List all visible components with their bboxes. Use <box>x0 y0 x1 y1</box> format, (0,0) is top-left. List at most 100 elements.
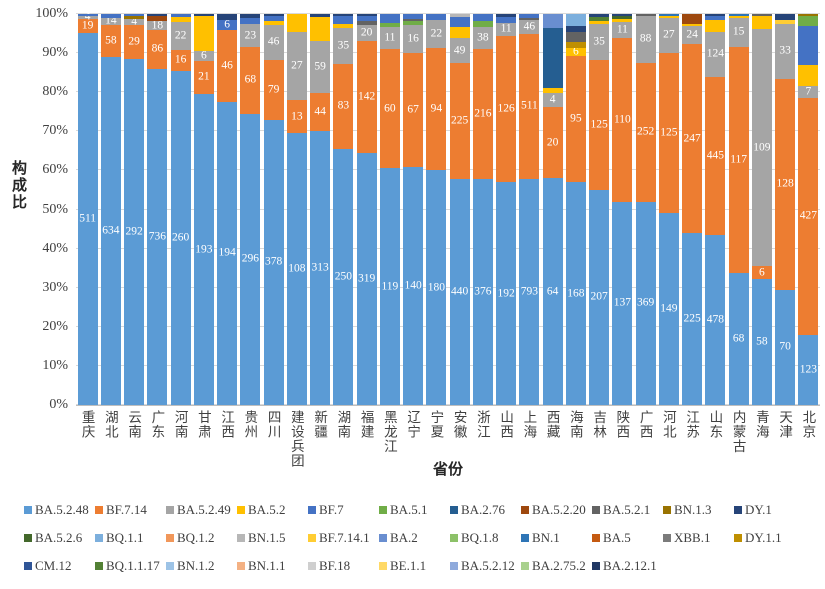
bar-segment-BA.5.2.6 <box>612 16 633 19</box>
bar-segment-DY.1 <box>612 14 633 17</box>
gridline <box>76 52 820 54</box>
bar-segment-BA.5.2.48: 70 <box>775 289 796 405</box>
segment-value-label: 79 <box>267 83 280 96</box>
bar-segment-BA.5.2 <box>333 24 354 29</box>
legend-swatch-icon <box>521 534 529 542</box>
bar-segment-BF.7.14: 511 <box>519 33 540 180</box>
segment-value-label: 60 <box>384 102 396 115</box>
segment-value-label: 29 <box>128 35 140 48</box>
segment-value-label: 260 <box>172 231 190 244</box>
legend-swatch-icon <box>379 534 387 542</box>
x-tick-label-上海: 上海 <box>521 410 537 439</box>
segment-value-label: 149 <box>660 302 678 315</box>
segment-value-label: 46 <box>221 59 233 72</box>
segment-value-label: 193 <box>195 243 213 256</box>
bar-河南: 260 16 22 <box>170 14 191 405</box>
segment-value-label: 95 <box>570 112 582 125</box>
bar-segment-DY.1 <box>193 14 214 16</box>
legend-label: BF.18 <box>319 558 351 573</box>
y-tick-label: 90% <box>42 45 68 61</box>
bar-segment-BA.5.2.49: 22 <box>426 19 447 49</box>
legend-item-BF.18: BF.18 <box>308 558 379 574</box>
legend-swatch-icon <box>379 562 387 570</box>
bar-segment-BA.5.2.49: 46 <box>519 20 540 34</box>
segment-value-label: 58 <box>105 34 117 47</box>
x-tick-label-黑龙江: 黑龙江 <box>381 410 397 454</box>
bar-segment-BA.5.2.48: 194 <box>217 101 238 405</box>
segment-value-label: 250 <box>334 270 352 283</box>
x-tick-label-浙江: 浙江 <box>474 410 490 439</box>
segment-value-label: 20 <box>360 26 373 39</box>
bar-segment-DY.1.1 <box>565 42 586 49</box>
segment-value-label: 86 <box>151 42 164 55</box>
y-axis-title: 构成比 <box>10 160 26 211</box>
bar-segment-DY.1 <box>705 14 726 16</box>
bar-湖北: 634 58 14 <box>100 14 121 405</box>
legend-item-BA.5.2.12: BA.5.2.12 <box>450 558 521 574</box>
bar-segment-BA.5.2.48: 260 <box>170 70 191 405</box>
bar-贵州: 296 68 23 <box>240 14 261 405</box>
legend-label: BF.7.14.1 <box>319 530 370 545</box>
bar-segment-BF.7 <box>170 14 191 18</box>
bar-segment-BA.5.2.49: 14 <box>100 15 121 27</box>
bar-segment-BA.5.2.48: 168 <box>565 182 586 405</box>
segment-value-label: 44 <box>314 105 326 118</box>
segment-value-label: 378 <box>265 255 283 268</box>
bar-segment-BA.5.2.48: 137 <box>612 201 633 405</box>
legend-label: BQ.1.2 <box>177 530 215 545</box>
x-tick-label-重庆: 重庆 <box>79 410 95 439</box>
bar-segment-BA.5.2.20 <box>147 15 168 22</box>
bar-辽宁: 140 67 16 <box>403 14 424 405</box>
legend-swatch-icon <box>592 506 600 514</box>
bar-segment-BF.7.14: 20 <box>542 107 563 179</box>
legend-swatch-icon <box>308 506 316 514</box>
legend-item-BN.1.2: BN.1.2 <box>166 558 237 574</box>
segment-value-label: 4 <box>84 10 91 23</box>
legend-swatch-icon <box>95 562 103 570</box>
bar-segment-BN.1.5 <box>449 14 470 18</box>
segment-value-label: 94 <box>430 102 443 115</box>
bar-segment-BA.5.2.49: 7 <box>798 86 819 99</box>
legend-label: BN.1.1 <box>248 558 286 573</box>
bar-segment-BA.5.2.48: 478 <box>705 234 726 405</box>
bar-安徽: 440 225 49 <box>449 14 470 405</box>
legend-swatch-icon <box>734 534 742 542</box>
bar-segment-BA.5.2.49: 59 <box>310 41 331 93</box>
bar-segment-DY.1 <box>263 14 284 17</box>
bar-segment-BA.5.2 <box>193 15 214 51</box>
legend-label: BA.5.2.1 <box>603 502 651 517</box>
legend-swatch-icon <box>166 506 174 514</box>
bar-segment-BA.5.2.48: 108 <box>286 133 307 405</box>
bar-segment-DY.1 <box>217 14 238 21</box>
bar-segment-DY.1 <box>356 14 377 17</box>
segment-value-label: 376 <box>474 285 492 298</box>
legend-label: BA.5.2.48 <box>35 502 89 517</box>
x-axis-line <box>76 405 820 406</box>
bar-segment-BA.5.2 <box>612 18 633 22</box>
bar-segment-BA.5.2.20 <box>682 14 703 24</box>
bar-segment-DY.1 <box>496 14 517 17</box>
bar-湖南: 250 83 35 <box>333 14 354 405</box>
bar-segment-BA.5.2 <box>705 19 726 33</box>
bar-江西: 194 46 6 <box>217 14 238 405</box>
bar-segment-BF.7.14: 95 <box>565 56 586 183</box>
bar-segment-BF.7.14: 21 <box>193 60 214 95</box>
segment-value-label: 194 <box>218 246 236 259</box>
bar-segment-BA.5.2 <box>798 64 819 87</box>
x-tick-label-贵州: 贵州 <box>242 410 258 439</box>
segment-value-label: 123 <box>799 363 817 376</box>
bar-segment-BF.7 <box>472 14 493 22</box>
legend-item-BA.5.2.49: BA.5.2.49 <box>166 502 237 518</box>
legend-label: BA.2.12.1 <box>603 558 657 573</box>
legend-swatch-icon <box>521 562 529 570</box>
bar-segment-BF.7.14: 125 <box>589 60 610 190</box>
bar-segment-BA.2 <box>542 14 563 28</box>
bar-segment-BF.7.14: 79 <box>263 59 284 120</box>
bar-segment-DY.1 <box>240 14 261 18</box>
bar-segment-BF.7 <box>100 14 121 18</box>
legend-item-DY.1: DY.1 <box>734 502 805 518</box>
bar-segment-BA.5.2 <box>310 17 331 42</box>
bar-segment-BA.5.2.48: 180 <box>426 170 447 405</box>
bar-四川: 378 79 46 <box>263 14 284 405</box>
segment-value-label: 225 <box>451 114 469 127</box>
